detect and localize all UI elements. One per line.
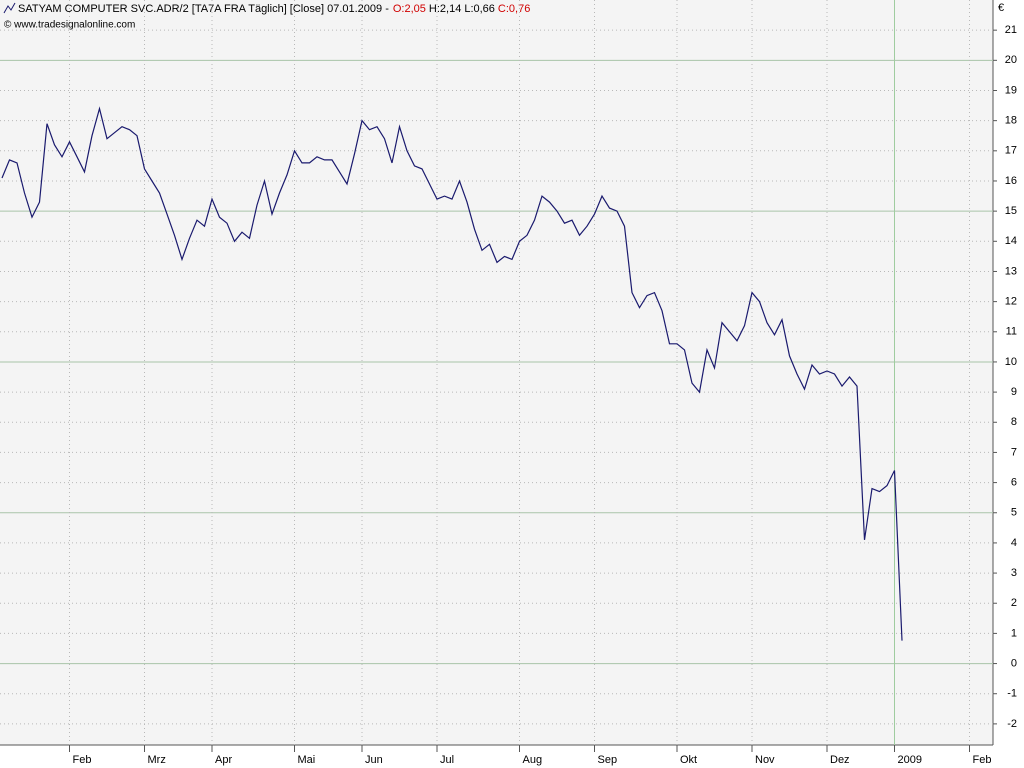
x-tick-label: Aug [523, 754, 543, 766]
y-tick-label: 1 [1011, 627, 1017, 639]
x-tick-label: 2009 [898, 754, 922, 766]
header-title: SATYAM COMPUTER SVC.ADR/2 [TA7A FRA Tägl… [18, 3, 389, 15]
y-tick-label: 7 [1011, 446, 1017, 458]
y-tick-label: 15 [1005, 205, 1017, 217]
y-tick-label: 3 [1011, 567, 1017, 579]
x-tick-label: Nov [755, 754, 775, 766]
quote-value: O:2,05 [393, 3, 426, 15]
price-line [1, 106, 903, 641]
y-tick-label: 14 [1005, 235, 1017, 247]
y-tick-label: 5 [1011, 507, 1017, 519]
source: © www.tradesignalonline.com [4, 20, 135, 31]
y-tick-label: 12 [1005, 296, 1017, 308]
y-tick-label: -2 [1007, 718, 1017, 730]
x-tick-label: Jul [440, 754, 454, 766]
x-tick-label: Mrz [148, 754, 166, 766]
y-tick-label: 17 [1005, 145, 1017, 157]
x-tick-label: Dez [830, 754, 850, 766]
x-tick-label: Feb [973, 754, 992, 766]
x-tick-label: Feb [73, 754, 92, 766]
x-tick-label: Sep [598, 754, 618, 766]
y-unit: € [998, 2, 1004, 14]
y-tick-label: 8 [1011, 416, 1017, 428]
y-tick-label: 9 [1011, 386, 1017, 398]
x-tick-label: Apr [215, 754, 232, 766]
y-tick-label: 0 [1011, 657, 1017, 669]
quote-value: C:0,76 [498, 3, 530, 15]
y-tick-label: 18 [1005, 115, 1017, 127]
y-tick-label: 21 [1005, 24, 1017, 36]
chart-icon [3, 2, 16, 14]
y-tick-label: 10 [1005, 356, 1017, 368]
quote-value: H:2,14 [429, 3, 461, 15]
y-tick-label: 4 [1011, 537, 1017, 549]
y-tick-label: 19 [1005, 84, 1017, 96]
x-tick-label: Jun [365, 754, 383, 766]
y-tick-label: -1 [1007, 688, 1017, 700]
y-tick-label: 6 [1011, 476, 1017, 488]
y-tick-label: 11 [1006, 326, 1017, 338]
chart-header: SATYAM COMPUTER SVC.ADR/2 [TA7A FRA Tägl… [18, 3, 530, 15]
quote-value: L:0,66 [464, 3, 495, 15]
y-tick-label: 20 [1005, 54, 1017, 66]
x-tick-label: Okt [680, 754, 697, 766]
x-tick-label: Mai [298, 754, 316, 766]
y-tick-label: 13 [1005, 265, 1017, 277]
y-tick-label: 16 [1005, 175, 1017, 187]
y-tick-label: 2 [1011, 597, 1017, 609]
